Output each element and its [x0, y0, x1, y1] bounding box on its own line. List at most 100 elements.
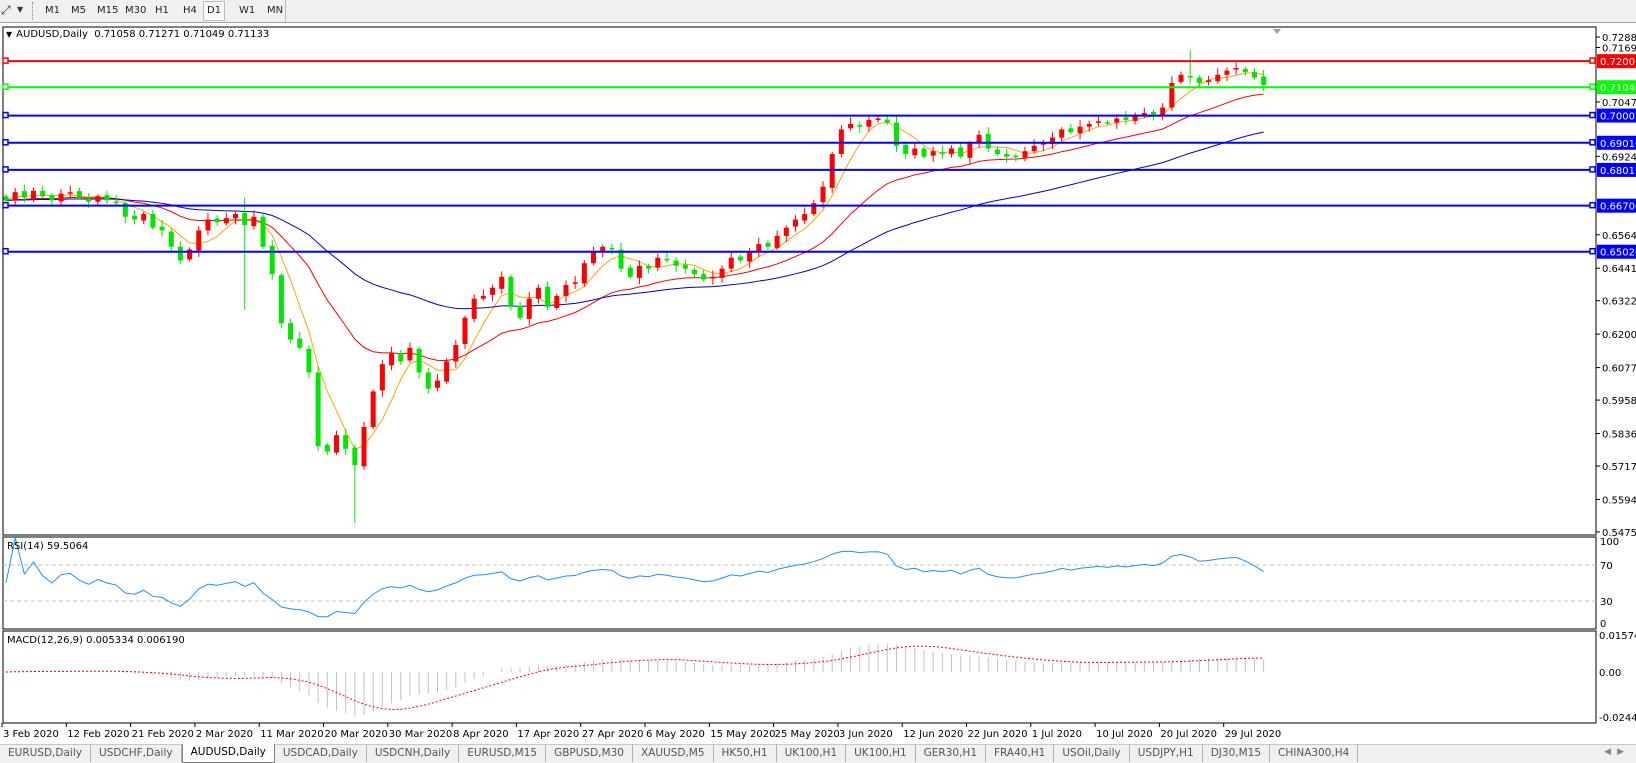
- chart-tab[interactable]: HK50,H1: [714, 745, 777, 762]
- toolbar-grip[interactable]: [32, 2, 33, 20]
- timeframe-m5-button[interactable]: M5: [71, 5, 86, 16]
- level-handle-left[interactable]: [2, 139, 9, 146]
- candle: [1077, 120, 1083, 140]
- timeframe-h4-button[interactable]: H4: [183, 5, 197, 16]
- chart-tab[interactable]: USDCAD,Daily: [275, 745, 367, 762]
- date-axis-label: 3 Feb 2020: [3, 729, 59, 740]
- candle-body: [554, 295, 560, 308]
- candle: [903, 141, 909, 159]
- crosshair-cursor-icon[interactable]: ⤢: [1, 3, 11, 17]
- chart-tab[interactable]: GER30,H1: [916, 745, 986, 762]
- timeframe-w1-button[interactable]: W1: [239, 5, 256, 16]
- main-price-panel[interactable]: [2, 26, 1597, 536]
- price-axis-label: 0.69245: [1602, 152, 1636, 163]
- level-handle-left[interactable]: [2, 57, 9, 64]
- tab-scroll-arrows-icon[interactable]: ◀▶: [1604, 747, 1630, 757]
- candle: [269, 240, 275, 281]
- candle-body: [1068, 128, 1074, 133]
- candle-body: [1160, 107, 1166, 116]
- chart-tab[interactable]: UK100,H1: [846, 745, 916, 762]
- chevron-down-icon[interactable]: ▼: [17, 5, 24, 14]
- candle: [774, 230, 780, 251]
- level-handle-left[interactable]: [2, 166, 9, 173]
- candle: [1059, 127, 1065, 142]
- horizontal-level-line[interactable]: 0.70007: [2, 108, 1636, 123]
- candle: [939, 145, 945, 159]
- candle: [49, 193, 55, 207]
- chart-tab[interactable]: EURUSD,M15: [459, 745, 547, 762]
- level-handle-left[interactable]: [2, 111, 9, 119]
- candle: [591, 246, 597, 266]
- candle: [545, 281, 551, 311]
- price-axis-label: 0.59585: [1602, 396, 1636, 407]
- candle: [692, 267, 697, 278]
- collapse-triangle-icon[interactable]: ▼: [6, 30, 13, 39]
- level-handle-right[interactable]: [1589, 201, 1596, 209]
- level-handle-right[interactable]: [1589, 166, 1596, 173]
- level-handle-right[interactable]: [1589, 57, 1596, 64]
- horizontal-level-line[interactable]: 0.71046: [2, 80, 1636, 95]
- chart-tab[interactable]: XAUUSD,M5: [633, 745, 714, 762]
- horizontal-level-line[interactable]: 0.65020: [2, 244, 1636, 259]
- chart-tab[interactable]: USDJPY,H1: [1130, 745, 1203, 762]
- candle-body: [692, 269, 697, 275]
- price-axis-label: 0.60775: [1602, 364, 1636, 375]
- candle: [792, 215, 798, 232]
- chart-tab[interactable]: DJ30,M15: [1203, 745, 1271, 762]
- horizontal-level-line[interactable]: 0.72001: [2, 54, 1636, 69]
- date-axis-label: 22 Jun 2020: [968, 729, 1028, 740]
- level-price-box: [1597, 54, 1636, 69]
- level-handle-left[interactable]: [2, 201, 9, 209]
- timeframe-m30-button[interactable]: M30: [125, 5, 147, 16]
- candle: [205, 212, 211, 236]
- candle-body: [104, 195, 110, 201]
- horizontal-level-line[interactable]: 0.66706: [2, 198, 1636, 213]
- level-handle-right[interactable]: [1589, 83, 1596, 90]
- chart-tab[interactable]: EURUSD,Daily: [0, 745, 91, 762]
- chart-tab[interactable]: USDCHF,Daily: [91, 745, 182, 762]
- candle-body: [352, 447, 358, 466]
- chart-tab[interactable]: USDCNH,Daily: [367, 745, 460, 762]
- timeframe-m15-button[interactable]: M15: [97, 5, 119, 16]
- chart-tab[interactable]: UK100,H1: [777, 745, 847, 762]
- macd-panel[interactable]: [2, 630, 1597, 724]
- level-handle-left[interactable]: [2, 83, 9, 90]
- chart-tabs: EURUSD,Daily USDCHF,Daily AUDUSD,Daily USDC…: [0, 744, 1636, 763]
- timeframe-mn-button[interactable]: MN: [267, 5, 284, 16]
- level-handle-left[interactable]: [2, 247, 9, 255]
- timeframe-h1-button[interactable]: H1: [155, 5, 169, 16]
- chart-tab[interactable]: USOil,Daily: [1054, 745, 1130, 762]
- candle-body: [67, 192, 73, 194]
- candle-body: [76, 191, 82, 198]
- candle: [471, 294, 477, 323]
- timeframe-m1-button[interactable]: M1: [45, 5, 60, 16]
- horizontal-level-line[interactable]: 0.68017: [2, 162, 1636, 177]
- candle: [820, 181, 826, 209]
- candle: [701, 269, 707, 282]
- level-handle-right[interactable]: [1589, 111, 1596, 119]
- candle-body: [618, 249, 624, 269]
- timeframe-d1-button[interactable]: D1: [203, 1, 226, 21]
- candle-body: [490, 287, 496, 295]
- candle: [333, 430, 339, 455]
- rsi-panel[interactable]: [2, 536, 1597, 630]
- chart-shift-marker-icon[interactable]: [1273, 29, 1281, 34]
- date-axis-label: 20 Mar 2020: [325, 729, 388, 740]
- chart-tab[interactable]: AUDUSD,Daily: [181, 744, 275, 763]
- chart-tab[interactable]: GBPUSD,M30: [546, 745, 633, 762]
- candle: [636, 260, 642, 285]
- candle: [425, 368, 431, 394]
- chart-tab[interactable]: CHINA300,H4: [1270, 745, 1359, 762]
- candle-body: [949, 148, 955, 154]
- level-handle-right[interactable]: [1589, 247, 1596, 255]
- candle: [416, 346, 422, 379]
- date-axis-label: 20 Jul 2020: [1160, 729, 1217, 740]
- candle: [581, 259, 587, 287]
- candle-body: [563, 285, 569, 296]
- chart-tab[interactable]: FRA40,H1: [986, 745, 1055, 762]
- level-handle-right[interactable]: [1589, 139, 1596, 146]
- level-price-label: 0.68017: [1600, 166, 1636, 177]
